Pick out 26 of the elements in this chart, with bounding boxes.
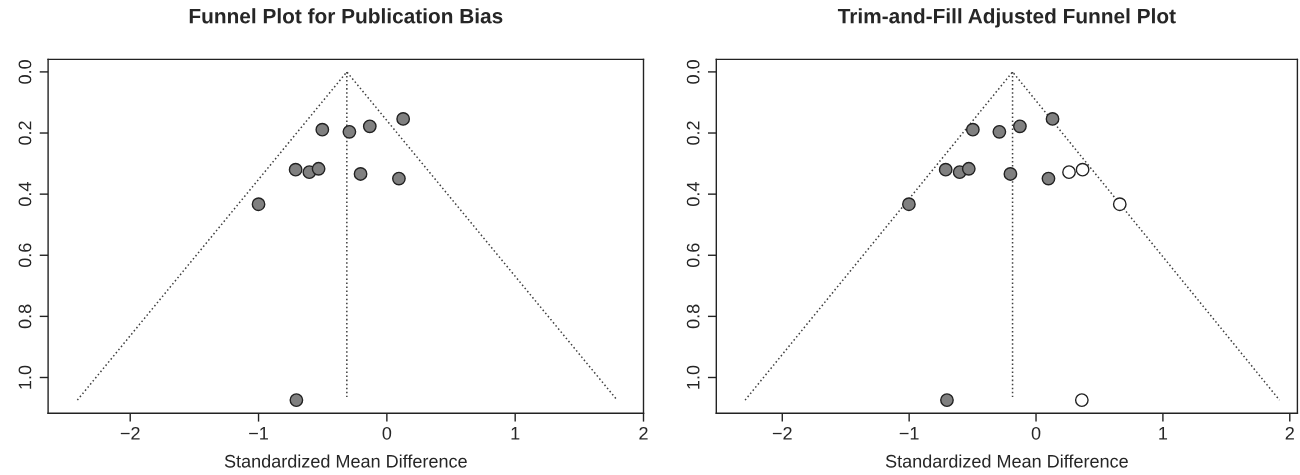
y-tick-label: 1.0	[686, 365, 700, 389]
x-tick-label: −1	[899, 427, 919, 440]
y-tick-label: 0.0	[686, 60, 700, 84]
x-tick-label: −1	[249, 427, 268, 440]
y-tick-label: 0.2	[686, 121, 700, 145]
y-tick-label: 0.6	[18, 243, 32, 268]
y-tick-label: 0.0	[18, 60, 32, 84]
chart-title: Funnel Plot for Publication Bias	[189, 8, 503, 24]
x-tick-label: 0	[382, 426, 392, 440]
y-tick-label: 0.2	[18, 121, 32, 145]
y-tick-label: 0.4	[18, 182, 32, 206]
x-tick-label: 2	[1285, 426, 1294, 440]
x-tick-label: 1	[1159, 427, 1168, 440]
y-tick-label: 0.6	[686, 243, 700, 268]
x-tick-label: 1	[511, 427, 520, 440]
x-tick-label: 0	[1031, 426, 1041, 440]
x-axis-title: Standardized Mean Difference	[224, 454, 467, 468]
x-tick-label: −2	[120, 426, 140, 440]
x-tick-label: −2	[772, 426, 792, 440]
x-axis-title: Standardized Mean Difference	[885, 454, 1128, 468]
x-tick-label: 2	[639, 426, 648, 440]
chart-title: Trim-and-Fill Adjusted Funnel Plot	[837, 8, 1176, 28]
y-tick-label: 1.0	[18, 365, 32, 389]
y-tick-label: 0.8	[18, 304, 32, 329]
y-tick-label: 0.8	[686, 304, 700, 329]
y-tick-label: 0.4	[686, 182, 700, 206]
